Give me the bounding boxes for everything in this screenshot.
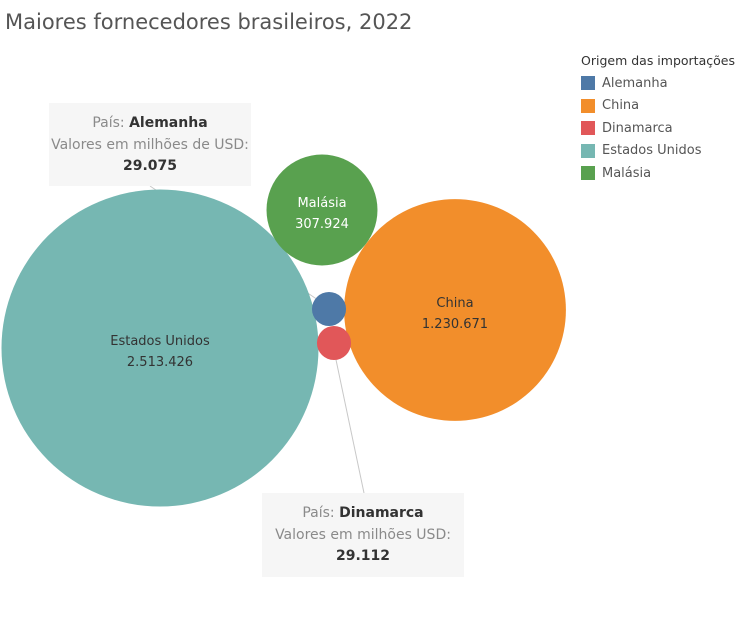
legend-label: Dinamarca [602, 120, 673, 136]
tooltip-alemanha: País: Alemanha Valores em milhões de USD… [49, 103, 251, 186]
bubble-value-malasia: 307.924 [295, 217, 349, 232]
legend-label: China [602, 98, 640, 114]
legend-label: Malásia [602, 165, 652, 181]
legend-swatch [581, 143, 595, 158]
legend-swatch [581, 76, 595, 91]
bubble-estados-unidos[interactable] [1, 189, 319, 507]
legend-item-alemanha[interactable]: Alemanha [581, 72, 735, 95]
chart-title: Maiores fornecedores brasileiros, 2022 [5, 10, 413, 34]
legend-item-malasia[interactable]: Malásia [581, 162, 735, 185]
tooltip-leader-line-dinamarca [334, 354, 365, 494]
tooltip-value-label: Valores em milhões USD: [275, 526, 451, 543]
bubble-label-china: China [436, 296, 473, 311]
bubble-value-estados-unidos: 2.513.426 [127, 355, 193, 370]
legend-swatch [581, 166, 595, 181]
bubble-label-estados-unidos: Estados Unidos [110, 334, 210, 349]
tooltip-country-label: País: [302, 505, 335, 521]
legend-item-china[interactable]: China [581, 95, 735, 118]
tooltip-dinamarca: País: Dinamarca Valores em milhões USD: … [262, 493, 464, 577]
bubble-label-malasia: Malásia [297, 196, 346, 211]
legend-swatch [581, 121, 595, 136]
tooltip-country: Alemanha [129, 115, 208, 131]
bubble-malasia[interactable] [266, 154, 378, 266]
legend: Origem das importações Alemanha China Di… [581, 53, 735, 185]
legend-item-estados-unidos[interactable]: Estados Unidos [581, 140, 735, 163]
legend-label: Alemanha [602, 75, 668, 91]
legend-item-dinamarca[interactable]: Dinamarca [581, 117, 735, 140]
legend-title: Origem das importações [581, 53, 735, 68]
tooltip-country: Dinamarca [339, 505, 424, 521]
tooltip-value: 29.075 [122, 158, 178, 174]
bubble-china[interactable] [344, 199, 566, 421]
tooltip-value-label: Valores em milhões de USD: [51, 136, 249, 153]
tooltip-country-label: País: [92, 115, 125, 131]
bubble-alemanha[interactable] [311, 291, 347, 327]
legend-label: Estados Unidos [602, 143, 702, 159]
bubble-value-china: 1.230.671 [422, 317, 488, 332]
legend-swatch [581, 98, 595, 113]
bubble-dinamarca[interactable] [316, 325, 352, 361]
tooltip-value: 29.112 [335, 548, 391, 564]
